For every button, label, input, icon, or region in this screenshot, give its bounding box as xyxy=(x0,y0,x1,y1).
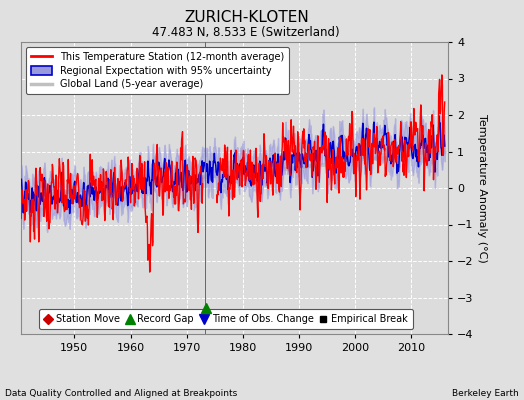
Legend: Station Move, Record Gap, Time of Obs. Change, Empirical Break: Station Move, Record Gap, Time of Obs. C… xyxy=(39,310,412,329)
Text: Data Quality Controlled and Aligned at Breakpoints: Data Quality Controlled and Aligned at B… xyxy=(5,389,237,398)
Y-axis label: Temperature Anomaly (°C): Temperature Anomaly (°C) xyxy=(477,114,487,262)
Text: 47.483 N, 8.533 E (Switzerland): 47.483 N, 8.533 E (Switzerland) xyxy=(152,26,340,39)
Text: ZURICH-KLOTEN: ZURICH-KLOTEN xyxy=(184,10,309,25)
Text: Berkeley Earth: Berkeley Earth xyxy=(452,389,519,398)
